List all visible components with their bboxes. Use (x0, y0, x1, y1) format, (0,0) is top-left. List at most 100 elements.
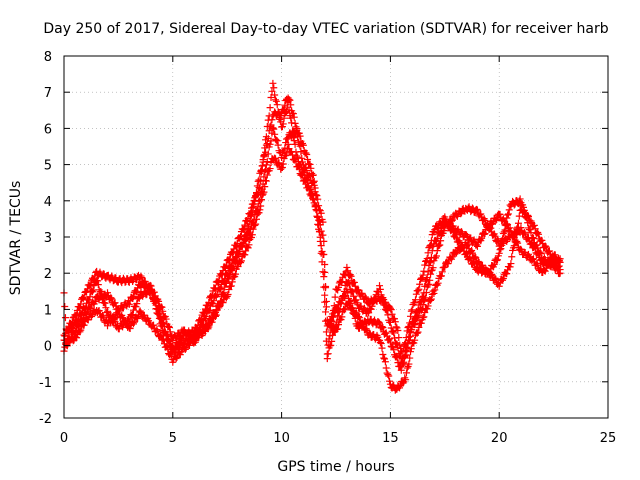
data-point (407, 348, 415, 356)
data-point (419, 313, 427, 321)
data-point (290, 113, 298, 121)
data-point (338, 313, 346, 321)
data-point (541, 267, 549, 275)
data-point (420, 267, 428, 275)
data-point (333, 285, 341, 293)
data-point (394, 359, 402, 367)
data-point (378, 323, 386, 331)
data-point (252, 189, 260, 197)
data-point (79, 295, 87, 303)
data-point (498, 241, 506, 249)
data-point (309, 196, 317, 204)
data-point (102, 304, 110, 312)
data-point (98, 295, 106, 303)
data-point (272, 97, 280, 105)
data-point (252, 193, 260, 201)
data-point (376, 338, 384, 346)
x-tick-label: 5 (169, 431, 177, 446)
data-point (89, 299, 97, 307)
data-point (527, 229, 535, 237)
data-point (322, 328, 330, 336)
data-point (254, 177, 262, 185)
data-point (295, 165, 303, 173)
data-point (288, 148, 296, 156)
data-point (414, 328, 422, 336)
x-tick-label: 10 (273, 431, 290, 446)
data-point (155, 297, 163, 305)
data-point (511, 236, 519, 244)
y-tick-label: 0 (44, 340, 52, 355)
data-point (273, 137, 281, 145)
data-point (530, 234, 538, 242)
data-point (485, 223, 493, 231)
data-point (110, 315, 118, 323)
data-point (467, 248, 475, 256)
data-point (246, 217, 254, 225)
data-point (478, 234, 486, 242)
data-point (541, 242, 549, 250)
data-point (107, 294, 115, 302)
data-point (432, 252, 440, 260)
data-point (217, 297, 225, 305)
data-point (391, 334, 399, 342)
data-point (418, 293, 426, 301)
data-point (266, 165, 274, 173)
data-point (473, 242, 481, 250)
data-point (279, 120, 287, 128)
data-point (114, 307, 122, 315)
data-point (494, 236, 502, 244)
data-point (437, 219, 445, 227)
data-point (331, 293, 339, 301)
data-point (350, 292, 358, 300)
data-point (348, 287, 356, 295)
data-point (403, 327, 411, 335)
data-point (248, 209, 256, 217)
data-point (506, 224, 514, 232)
data-point (222, 294, 230, 302)
data-point (437, 272, 445, 280)
data-point (411, 299, 419, 307)
data-point (262, 141, 270, 149)
data-point (515, 212, 523, 220)
data-point (536, 248, 544, 256)
data-point (382, 329, 390, 337)
data-point (145, 317, 153, 325)
data-point (442, 215, 450, 223)
data-point (257, 167, 265, 175)
data-point (106, 317, 114, 325)
data-point (362, 294, 370, 302)
data-point (263, 171, 271, 179)
data-point (486, 269, 494, 277)
data-point (377, 340, 385, 348)
data-point (490, 261, 498, 269)
data-point (397, 366, 405, 374)
data-point (121, 317, 129, 325)
data-point (496, 246, 504, 254)
data-point (317, 249, 325, 257)
data-point (134, 314, 142, 322)
data-point (268, 116, 276, 124)
data-point (313, 202, 321, 210)
data-point (463, 231, 471, 239)
data-point (427, 295, 435, 303)
data-point (323, 355, 331, 363)
data-point (496, 210, 504, 218)
data-point (239, 240, 247, 248)
data-point (266, 104, 274, 112)
data-point (321, 298, 329, 306)
data-point (481, 216, 489, 224)
data-point (506, 263, 514, 271)
data-point (167, 351, 175, 359)
data-point (82, 304, 90, 312)
data-point (424, 281, 432, 289)
data-point (241, 251, 249, 259)
data-point (255, 209, 263, 217)
data-point (380, 296, 388, 304)
data-point (68, 324, 76, 332)
data-point (390, 329, 398, 337)
data-point (285, 95, 293, 103)
data-point (463, 249, 471, 257)
data-point (339, 293, 347, 301)
x-tick-label: 15 (382, 431, 399, 446)
data-point (415, 323, 423, 331)
